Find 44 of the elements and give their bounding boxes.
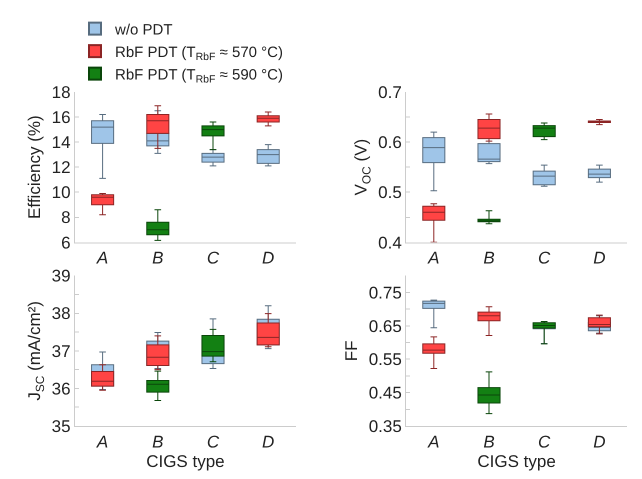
x-tick-label: B [483,432,495,452]
y-tick-label: 0.55 [368,350,402,370]
x-tick-label: A [427,432,440,452]
y-tick-label: 18 [52,82,71,102]
y-tick-label: 0.7 [378,82,402,102]
y-tick-label: 36 [52,379,71,398]
y-tick-label: 37 [52,342,71,361]
x-tick-label: A [96,432,108,452]
x-tick-label: D [262,432,274,452]
y-tick-label: 0.4 [378,233,402,252]
y-tick-label: 0.5 [378,183,402,202]
x-axis-title: CIGS type [477,452,556,471]
x-tick-label: D [593,248,606,268]
x-tick-label: C [538,248,552,268]
y-tick-label: 12 [52,158,71,178]
y-axis-title: FF [342,340,362,362]
x-axis-title: CIGS type [146,452,225,471]
y-tick-label: 39 [52,266,71,286]
y-tick-label: 0.6 [378,133,402,152]
x-tick-label: B [483,248,495,268]
x-tick-label: C [206,432,220,452]
y-tick-label: 35 [52,416,71,436]
y-tick-label: 10 [52,183,71,202]
x-tick-label: B [152,248,164,268]
x-tick-label: B [152,432,164,452]
y-axis-title: Efficiency (%) [25,115,44,219]
x-tick-label: D [262,248,274,268]
y-tick-label: 0.75 [368,283,402,302]
x-tick-label: C [206,248,220,268]
legend-label: RbF PDT (T$_{RbF}$ ≈ 590 °C) [115,66,283,86]
x-tick-label: A [96,248,108,268]
x-tick-label: D [593,432,606,452]
y-tick-label: 16 [52,108,71,127]
legend-label: RbF PDT (T$_{RbF}$ ≈ 570 °C) [115,44,283,64]
y-tick-label: 0.45 [368,384,402,403]
y-tick-label: 6 [61,233,71,252]
y-tick-label: 14 [52,133,71,152]
y-tick-label: 8 [61,208,71,228]
y-tick-label: 0.35 [368,416,402,436]
y-tick-label: 38 [52,304,71,324]
x-tick-label: C [538,432,552,452]
legend-label: w/o PDT [114,21,173,38]
x-tick-label: A [427,248,440,268]
y-tick-label: 0.65 [368,316,402,336]
